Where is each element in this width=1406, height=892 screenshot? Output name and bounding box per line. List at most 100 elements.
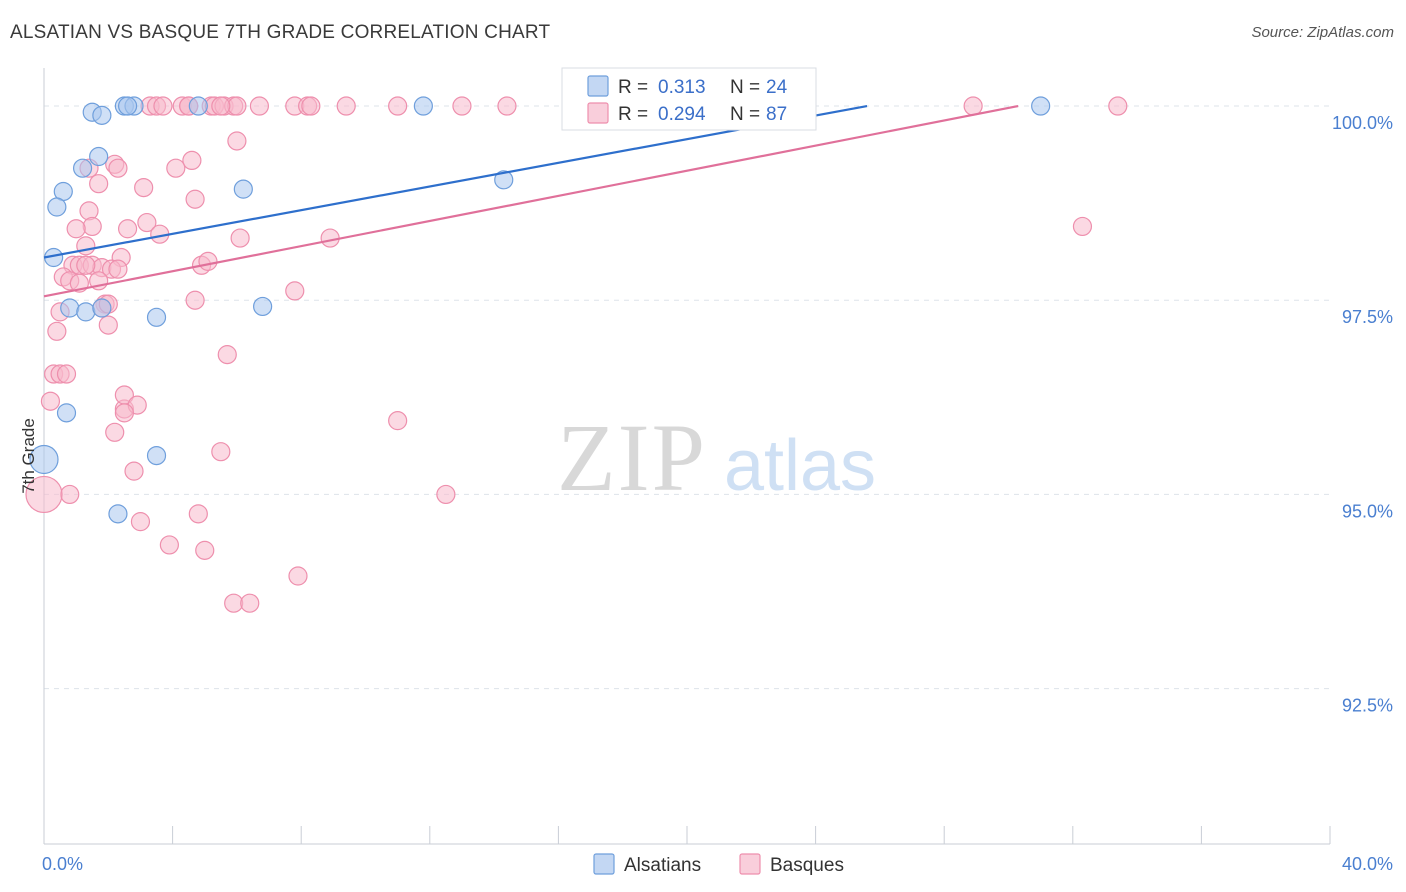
alsatian-point-19 — [253, 296, 273, 317]
x-tick-label-0: 0.0% — [42, 854, 83, 874]
basque-point-70 — [105, 422, 125, 442]
alsatian-point-4 — [117, 96, 138, 116]
alsatian-point-8 — [89, 146, 109, 167]
basque-point-32 — [66, 219, 86, 239]
basque-point-14 — [336, 96, 356, 116]
alsatian-point-17 — [92, 298, 112, 318]
basque-point-76 — [188, 504, 208, 524]
legend-box: R = 0.313 N = 24 R = 0.294 N = 87 — [561, 67, 817, 131]
basque-point-31 — [82, 216, 102, 237]
alsatian-point-18 — [146, 307, 167, 327]
watermark: ZIP atlas — [557, 404, 876, 511]
alsatian-point-12 — [233, 179, 253, 199]
basque-point-34 — [137, 212, 157, 233]
basque-point-37 — [320, 228, 340, 248]
y-tick-label-2: 95.0% — [1342, 501, 1393, 521]
bottom-legend-swatch-alsatians — [593, 853, 615, 875]
bottom-legend-label-alsatians: Alsatians — [624, 855, 701, 876]
bottom-legend-swatch-basques — [739, 853, 761, 875]
basque-point-64 — [40, 391, 61, 411]
alsatian-point-15 — [60, 298, 80, 318]
basque-point-33 — [117, 219, 138, 239]
basque-point-77 — [130, 512, 151, 532]
series-alsatians-points — [29, 96, 1051, 524]
basque-point-15 — [388, 96, 408, 116]
trend-lines — [43, 104, 1019, 298]
basque-point-26 — [108, 158, 128, 178]
basque-point-68 — [114, 403, 134, 423]
basque-point-22 — [182, 150, 202, 171]
basque-point-27 — [89, 174, 109, 194]
x-tick-label-1: 40.0% — [1342, 854, 1393, 874]
basque-point-85 — [211, 96, 231, 116]
basque-point-84 — [76, 255, 96, 275]
basque-point-80 — [288, 566, 308, 586]
alsatian-point-16 — [76, 302, 96, 322]
basque-point-28 — [134, 177, 154, 198]
alsatian-trend-line — [43, 104, 868, 259]
legend-swatch-alsatians — [587, 75, 609, 97]
basque-point-48 — [108, 259, 128, 279]
basque-point-36 — [230, 228, 250, 248]
alsatian-point-22 — [108, 504, 128, 524]
legend-n-label-basques: N = — [730, 104, 760, 125]
alsatian-point-20 — [56, 403, 77, 423]
basque-point-9 — [227, 96, 247, 116]
alsatian-point-1 — [92, 105, 112, 125]
watermark-zip: ZIP — [557, 404, 707, 511]
basque-point-10 — [249, 96, 270, 116]
basque-point-20 — [1108, 96, 1128, 116]
alsatian-point-21 — [146, 445, 167, 466]
series-basques-points — [25, 96, 1128, 613]
basque-point-54 — [185, 290, 205, 310]
legend-n-label-alsatians: N = — [730, 77, 760, 98]
legend-r-label-alsatians: R = — [618, 77, 648, 98]
basque-point-75 — [25, 475, 63, 514]
basque-point-72 — [124, 461, 144, 481]
basque-point-38 — [1072, 216, 1093, 237]
basque-point-63 — [56, 364, 77, 384]
tick-labels: 100.0% 97.5% 95.0% 92.5% 0.0% 40.0% — [42, 113, 1393, 874]
alsatian-point-7 — [1031, 96, 1051, 116]
chart-title: ALSATIAN VS BASQUE 7TH GRADE CORRELATION… — [10, 22, 551, 43]
basque-point-78 — [159, 535, 179, 555]
basque-point-19 — [963, 96, 983, 116]
basque-point-60 — [217, 345, 237, 365]
watermark-atlas: atlas — [724, 426, 876, 506]
alsatian-point-5 — [188, 96, 208, 116]
basque-point-69 — [388, 411, 408, 431]
basque-point-58 — [98, 315, 118, 335]
basque-point-2 — [153, 96, 173, 116]
basque-point-16 — [452, 96, 472, 116]
source-label: Source: ZipAtlas.com — [1251, 24, 1394, 41]
legend-r-label-basques: R = — [618, 104, 648, 125]
basque-point-81 — [224, 593, 244, 613]
legend-n-value-basques: 87 — [766, 104, 787, 125]
basque-point-82 — [240, 593, 260, 613]
basque-point-21 — [227, 131, 247, 151]
basque-point-25 — [166, 158, 186, 178]
basque-point-79 — [195, 540, 215, 560]
y-tick-label-3: 92.5% — [1342, 696, 1393, 716]
alsatian-point-11 — [47, 197, 67, 217]
legend-n-value-alsatians: 24 — [766, 77, 788, 98]
basque-trend-line — [43, 104, 1019, 298]
alsatian-point-6 — [413, 96, 433, 116]
bottom-legend-label-basques: Basques — [770, 855, 844, 876]
y-tick-label-1: 97.5% — [1342, 307, 1393, 327]
basque-point-13 — [301, 96, 321, 116]
bottom-legend: Alsatians Basques — [593, 853, 844, 876]
legend-r-value-alsatians: 0.313 — [658, 77, 706, 98]
y-axis-title: 7th Grade — [19, 418, 38, 494]
legend-r-value-basques: 0.294 — [658, 104, 706, 125]
alsatian-point-23 — [29, 444, 59, 475]
basque-point-74 — [436, 484, 456, 505]
basque-point-71 — [211, 442, 231, 462]
basque-point-39 — [76, 236, 96, 256]
basque-point-17 — [497, 96, 517, 116]
alsatian-point-9 — [72, 158, 93, 178]
alsatian-point-13 — [494, 170, 514, 190]
y-tick-label-0: 100.0% — [1332, 113, 1393, 133]
basque-point-30 — [79, 201, 99, 221]
